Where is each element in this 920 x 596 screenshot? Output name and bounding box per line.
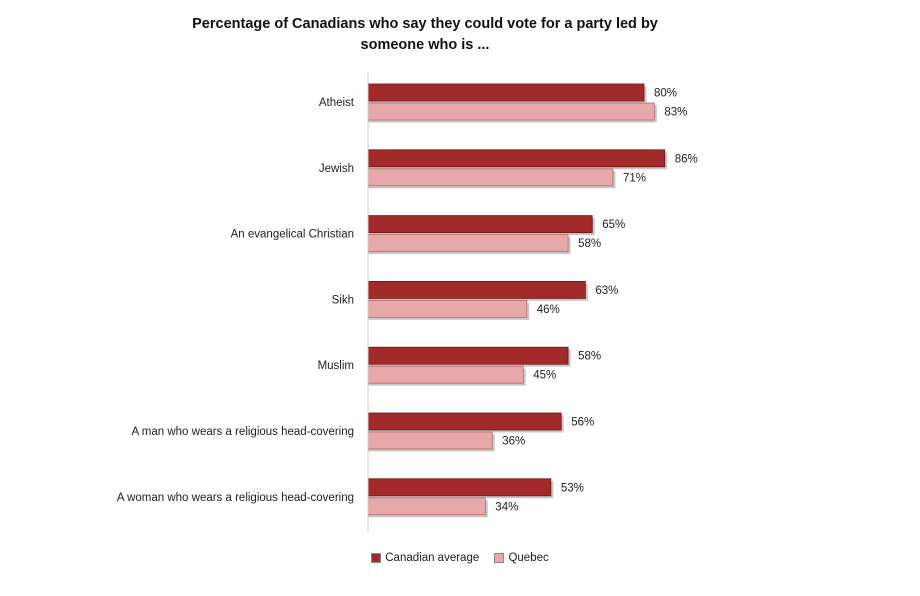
category-label-a-woman-who-wears-a-religious-head-covering: A woman who wears a religious head-cover… [117,492,354,504]
legend: Canadian average Quebec [0,552,920,566]
legend-item-quebec: Quebec [494,552,549,564]
data-label-quebec-muslim: 45% [533,370,556,382]
bar-quebec-sikh [367,299,528,318]
data-label-canadian-average-a-man-who-wears-a-religious-head-covering: 56% [571,417,594,429]
data-label-quebec-sikh: 46% [537,304,560,316]
bar-canadian-average-atheist [367,83,645,102]
category-label-atheist: Atheist [319,97,355,109]
data-label-canadian-average-sikh: 63% [595,285,618,297]
bar-quebec-a-woman-who-wears-a-religious-head-covering [367,497,486,516]
data-label-quebec-jewish: 71% [623,172,646,184]
bar-chart: Atheist 80% 83% Jewish 86% 71% An evangelical … [117,72,698,532]
chart-title: Percentage of Canadians who say they cou… [0,14,850,56]
data-label-quebec-a-man-who-wears-a-religious-head-covering: 36% [502,436,525,448]
bar-canadian-average-muslim [367,346,569,365]
data-label-canadian-average-an-evangelical-christian: 65% [602,219,625,231]
category-label-jewish: Jewish [319,163,354,175]
chart-title-line-1: Percentage of Canadians who say they cou… [192,16,658,32]
category-label-muslim: Muslim [318,360,354,372]
bar-quebec-an-evangelical-christian [367,234,569,253]
bar-quebec-atheist [367,102,655,121]
legend-label-canadian-average: Canadian average [385,552,480,564]
legend-label-quebec: Quebec [508,552,549,564]
data-label-quebec-atheist: 83% [664,107,687,119]
category-label-an-evangelical-christian: An evangelical Christian [231,229,354,241]
data-label-quebec-a-woman-who-wears-a-religious-head-covering: 34% [495,501,518,513]
bar-quebec-jewish [367,168,614,187]
legend-item-canadian-average: Canadian average [371,552,479,564]
bar-quebec-muslim [367,365,524,384]
legend-swatch-quebec [494,553,505,563]
data-label-canadian-average-jewish: 86% [675,153,698,165]
bar-canadian-average-a-woman-who-wears-a-religious-head-covering [367,478,552,497]
bar-quebec-a-man-who-wears-a-religious-head-covering [367,431,493,450]
data-label-quebec-an-evangelical-christian: 58% [578,238,601,250]
category-label-a-man-who-wears-a-religious-head-covering: A man who wears a religious head-coverin… [132,426,354,438]
bar-canadian-average-a-man-who-wears-a-religious-head-covering [367,412,562,431]
data-label-canadian-average-a-woman-who-wears-a-religious-head-covering: 53% [561,482,584,494]
data-label-canadian-average-muslim: 58% [578,351,601,363]
category-label-sikh: Sikh [332,294,354,306]
bar-canadian-average-sikh [367,280,586,299]
chart-title-line-2: someone who is ... [360,37,490,53]
bar-canadian-average-jewish [367,149,666,168]
legend-swatch-canadian-average [371,553,382,563]
data-label-canadian-average-atheist: 80% [654,88,677,100]
bar-canadian-average-an-evangelical-christian [367,215,593,234]
